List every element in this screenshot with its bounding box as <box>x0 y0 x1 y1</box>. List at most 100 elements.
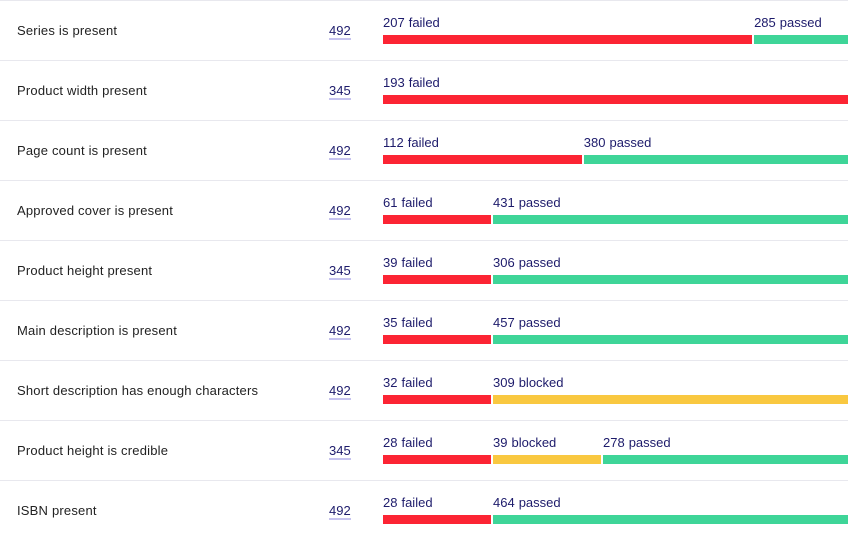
segment-bar <box>383 455 491 464</box>
segment-count: 207 <box>383 15 405 30</box>
bar-segment: 112 failed <box>383 135 584 167</box>
segment-count: 285 <box>754 15 776 30</box>
bar-segment: 28 failed <box>383 435 493 467</box>
segment-count: 306 <box>493 255 515 270</box>
total-link[interactable]: 345 <box>329 83 351 100</box>
segment-status: passed <box>518 495 561 510</box>
table-row: Series is present 492 207 failed 285 passed <box>0 0 848 60</box>
bar-segment: 35 failed <box>383 315 493 347</box>
bar-segment: 207 failed <box>383 15 754 47</box>
bar-segment: 306 passed <box>493 255 848 287</box>
segment-status: failed <box>401 495 433 510</box>
segment-status: failed <box>408 15 440 30</box>
segment-bar <box>754 35 848 44</box>
segment-bar <box>603 455 848 464</box>
segment-count: 28 <box>383 435 398 450</box>
segment-bar <box>383 515 491 524</box>
segment-count: 464 <box>493 495 515 510</box>
check-label: Product height is credible <box>17 443 169 458</box>
bar-segment: 285 passed <box>754 15 848 47</box>
bar-segment: 28 failed <box>383 495 493 527</box>
segment-count: 193 <box>383 75 405 90</box>
segment-label: 309 blocked <box>493 375 564 390</box>
segment-status: blocked <box>518 375 564 390</box>
segment-label: 35 failed <box>383 315 433 330</box>
segment-count: 32 <box>383 375 398 390</box>
segment-count: 39 <box>383 255 398 270</box>
segment-label: 39 blocked <box>493 435 556 450</box>
segment-label: 431 passed <box>493 195 561 210</box>
check-label: ISBN present <box>17 503 97 518</box>
segment-label: 28 failed <box>383 495 433 510</box>
bar-segment: 32 failed <box>383 375 493 407</box>
table-row: Approved cover is present 492 61 failed 431 p… <box>0 180 848 240</box>
segment-status: failed <box>401 255 433 270</box>
segment-label: 380 passed <box>584 135 652 150</box>
bar-segment: 464 passed <box>493 495 848 527</box>
segment-bar <box>383 275 491 284</box>
total-link[interactable]: 492 <box>329 203 351 220</box>
table-row: Main description is present 492 35 failed 45… <box>0 300 848 360</box>
check-label: Series is present <box>17 23 118 38</box>
segment-bar <box>383 155 582 164</box>
segment-bar <box>383 215 491 224</box>
segment-bar <box>493 395 848 404</box>
segment-bar <box>493 275 848 284</box>
bar-segment: 39 blocked <box>493 435 603 467</box>
segment-bar <box>383 95 848 104</box>
segment-label: 32 failed <box>383 375 433 390</box>
segment-label: 207 failed <box>383 15 440 30</box>
bar-segment: 193 failed <box>383 75 848 107</box>
segment-status: passed <box>518 195 561 210</box>
segment-label: 39 failed <box>383 255 433 270</box>
table-row: Product height is credible 345 28 failed 39 b… <box>0 420 848 480</box>
segment-status: failed <box>407 135 439 150</box>
segment-count: 28 <box>383 495 398 510</box>
bar-segment: 380 passed <box>583 135 848 167</box>
segment-count: 457 <box>493 315 515 330</box>
check-label: Page count is present <box>17 143 147 158</box>
segment-count: 112 <box>383 135 404 150</box>
table-row: Short description has enough characters 4… <box>0 360 848 420</box>
total-link[interactable]: 345 <box>329 263 351 280</box>
total-link[interactable]: 492 <box>329 383 351 400</box>
segment-label: 61 failed <box>383 195 433 210</box>
table-row: Page count is present 492 112 failed 380 pass… <box>0 120 848 180</box>
total-link[interactable]: 492 <box>329 503 351 520</box>
total-link[interactable]: 345 <box>329 443 351 460</box>
segment-status: passed <box>609 135 652 150</box>
segment-bar <box>583 155 848 164</box>
segment-status: passed <box>518 315 561 330</box>
segment-status: blocked <box>511 435 557 450</box>
segment-bar <box>383 395 491 404</box>
bar-segment: 431 passed <box>493 195 848 227</box>
segment-label: 306 passed <box>493 255 561 270</box>
segment-label: 278 passed <box>603 435 671 450</box>
segment-count: 380 <box>583 135 606 150</box>
segment-label: 285 passed <box>754 15 822 30</box>
segment-bar <box>383 35 753 44</box>
segment-bar <box>493 335 848 344</box>
check-label: Product height present <box>17 263 153 278</box>
segment-label: 112 failed <box>383 135 439 150</box>
segment-status: failed <box>401 435 433 450</box>
table-row: Product height present 345 39 failed 306 pass… <box>0 240 848 300</box>
segment-status: passed <box>518 255 561 270</box>
segment-status: failed <box>401 315 433 330</box>
total-link[interactable]: 492 <box>329 143 351 160</box>
total-link[interactable]: 492 <box>329 23 351 40</box>
check-label: Product width present <box>17 83 147 98</box>
segment-status: passed <box>628 435 671 450</box>
segment-count: 61 <box>383 195 398 210</box>
bar-segment: 61 failed <box>383 195 493 227</box>
segment-label: 28 failed <box>383 435 433 450</box>
table-row: ISBN present 492 28 failed 464 passed <box>0 480 848 534</box>
segment-status: passed <box>779 15 822 30</box>
segment-bar <box>493 215 848 224</box>
segment-label: 464 passed <box>493 495 561 510</box>
segment-bar <box>493 515 848 524</box>
table-row: Product width present 345 193 failed <box>0 60 848 120</box>
bar-segment: 457 passed <box>493 315 848 347</box>
total-link[interactable]: 492 <box>329 323 351 340</box>
